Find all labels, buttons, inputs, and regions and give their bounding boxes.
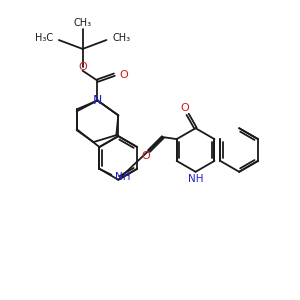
Text: O: O — [180, 103, 189, 113]
Text: H₃C: H₃C — [35, 33, 53, 43]
Text: N: N — [93, 94, 102, 107]
Text: O: O — [119, 70, 128, 80]
Text: NH: NH — [188, 174, 203, 184]
Text: O: O — [78, 62, 87, 72]
Text: O: O — [142, 151, 150, 161]
Text: CH₃: CH₃ — [112, 33, 130, 43]
Text: CH₃: CH₃ — [74, 18, 92, 28]
Text: NH: NH — [115, 172, 131, 182]
